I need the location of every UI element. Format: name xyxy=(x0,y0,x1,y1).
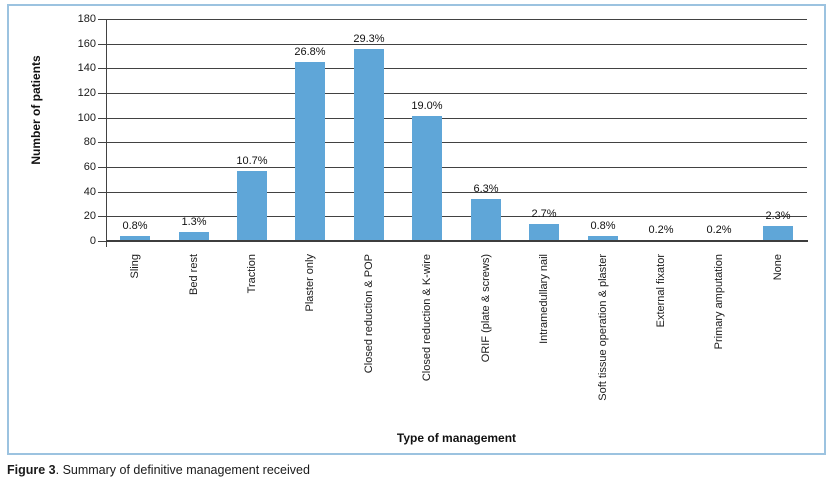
x-category-label: Traction xyxy=(246,254,258,294)
y-gridline xyxy=(106,68,807,69)
y-tick xyxy=(98,216,106,217)
bar xyxy=(354,49,384,241)
y-tick-label: 100 xyxy=(77,112,96,124)
y-axis-title: Number of patients xyxy=(29,55,43,165)
y-tick xyxy=(98,68,106,69)
y-gridline xyxy=(106,167,807,168)
x-category-label: Intramedullary nail xyxy=(538,254,550,344)
bar xyxy=(471,199,501,241)
y-tick-label: 140 xyxy=(77,62,96,74)
y-tick-label: 40 xyxy=(83,186,96,198)
bar-value-label: 26.8% xyxy=(294,46,326,58)
y-tick xyxy=(98,19,106,20)
bar-value-label: 0.2% xyxy=(648,224,674,236)
bar xyxy=(237,171,267,241)
y-gridline xyxy=(106,216,807,217)
y-tick-label: 80 xyxy=(83,136,96,148)
bar-value-label: 0.8% xyxy=(122,220,148,232)
y-tick-label: 0 xyxy=(89,235,96,247)
bar xyxy=(412,116,442,241)
y-tick-label: 20 xyxy=(83,210,96,222)
plot-area xyxy=(106,19,807,241)
y-gridline xyxy=(106,44,807,45)
x-axis-title: Type of management xyxy=(396,431,517,445)
x-category-label: Bed rest xyxy=(188,254,200,295)
y-gridline xyxy=(106,118,807,119)
figure-caption-label: Figure 3 xyxy=(7,463,56,477)
bar xyxy=(295,62,325,241)
bar-value-label: 0.2% xyxy=(706,224,732,236)
bar xyxy=(588,236,618,241)
figure-caption: Figure 3. Summary of definitive manageme… xyxy=(7,463,310,477)
bar xyxy=(179,232,209,241)
y-tick-label: 180 xyxy=(77,13,96,25)
y-gridline xyxy=(106,93,807,94)
x-category-label: Closed reduction & K-wire xyxy=(421,254,433,382)
y-axis-line xyxy=(106,19,107,247)
bar-value-label: 2.7% xyxy=(531,208,557,220)
y-tick xyxy=(98,241,106,242)
bar xyxy=(763,226,793,241)
y-gridline xyxy=(106,192,807,193)
x-category-label: Plaster only xyxy=(304,254,316,312)
bar xyxy=(529,224,559,241)
bar-value-label: 1.3% xyxy=(181,216,207,228)
y-gridline xyxy=(106,19,807,20)
x-category-label: Sling xyxy=(129,254,141,279)
y-tick xyxy=(98,167,106,168)
bar xyxy=(120,236,150,241)
x-category-label: Closed reduction & POP xyxy=(363,254,375,374)
x-category-label: ORIF (plate & screws) xyxy=(480,254,492,363)
bar-value-label: 10.7% xyxy=(236,155,268,167)
y-tick xyxy=(98,118,106,119)
y-tick xyxy=(98,93,106,94)
y-tick-label: 160 xyxy=(77,38,96,50)
bar-value-label: 0.8% xyxy=(590,220,616,232)
y-gridline xyxy=(106,142,807,143)
y-tick xyxy=(98,44,106,45)
y-tick xyxy=(98,192,106,193)
y-tick xyxy=(98,142,106,143)
x-category-label: External fixator xyxy=(655,254,667,328)
bar-value-label: 2.3% xyxy=(765,210,791,222)
bar-value-label: 6.3% xyxy=(473,183,499,195)
bar-value-label: 29.3% xyxy=(353,33,385,45)
bar-value-label: 19.0% xyxy=(411,100,443,112)
x-category-label: Soft tissue operation & plaster xyxy=(597,254,609,401)
x-category-label: None xyxy=(772,254,784,281)
x-axis-line xyxy=(106,240,808,242)
x-category-label: Primary amputation xyxy=(713,254,725,350)
y-tick-label: 60 xyxy=(83,161,96,173)
y-tick-label: 120 xyxy=(77,87,96,99)
figure-caption-text: . Summary of definitive management recei… xyxy=(55,463,310,477)
